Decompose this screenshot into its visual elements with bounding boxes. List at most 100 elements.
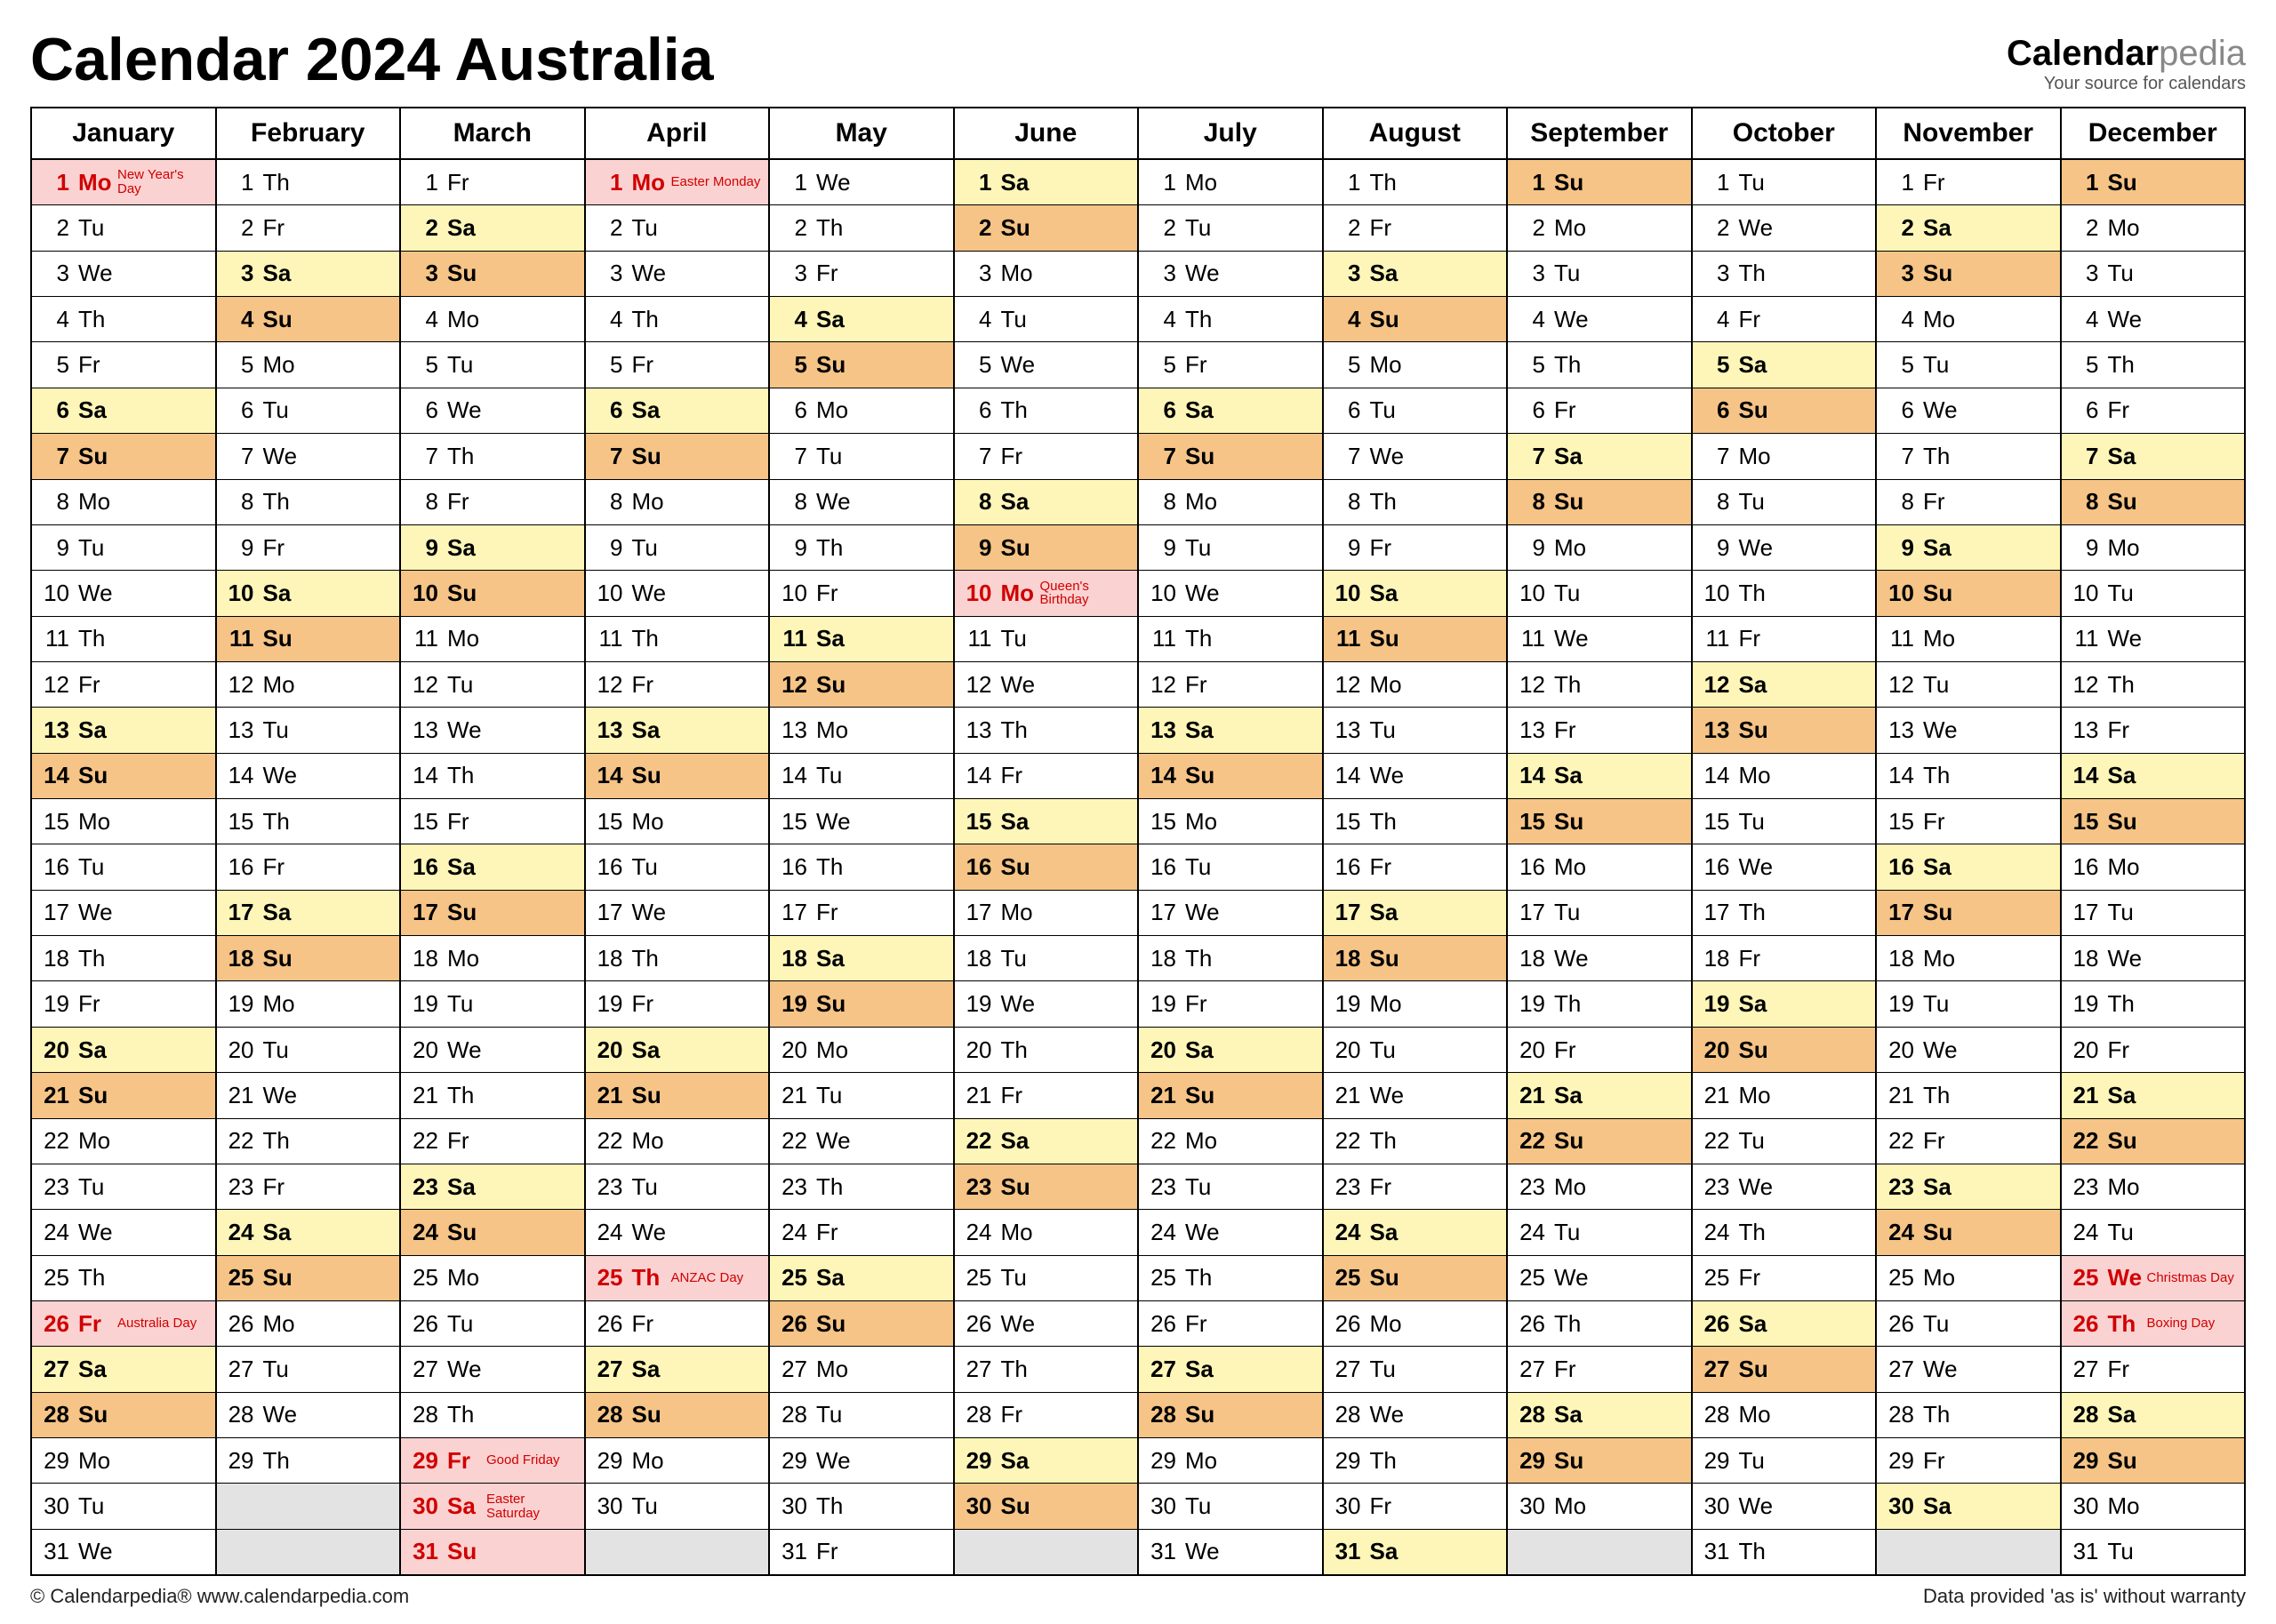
- day-cell: 26ThBoxing Day: [2062, 1301, 2245, 1347]
- day-cell: 29FrGood Friday: [401, 1438, 584, 1484]
- day-cell: 13We: [401, 708, 584, 753]
- day-cell: 19Tu: [1877, 981, 2060, 1027]
- month-col-1: January1MoNew Year's Day2Tu3We4Th5Fr6Sa7…: [32, 108, 215, 1574]
- day-cell: 1MoEaster Monday: [586, 160, 769, 205]
- day-cell: 24Th: [1693, 1210, 1876, 1255]
- day-cell: 12Fr: [1139, 662, 1322, 708]
- day-cell: 7Fr: [955, 434, 1138, 479]
- day-cell: 22Mo: [1139, 1119, 1322, 1164]
- month-header: April: [586, 108, 769, 160]
- day-cell: 28Th: [1877, 1393, 2060, 1438]
- day-cell: 8Mo: [1139, 480, 1322, 525]
- day-cell: [586, 1530, 769, 1574]
- day-cell: 19We: [955, 981, 1138, 1027]
- day-cell: 16Th: [770, 844, 953, 890]
- day-cell: 8Th: [1324, 480, 1507, 525]
- day-cell: 22Th: [217, 1119, 400, 1164]
- day-cell: 24Mo: [955, 1210, 1138, 1255]
- day-cell: 26Sa: [1693, 1301, 1876, 1347]
- day-cell: 25Mo: [1877, 1256, 2060, 1301]
- logo-brand: Calendar: [2007, 34, 2159, 73]
- day-cell: 7Tu: [770, 434, 953, 479]
- day-cell: 18Th: [32, 936, 215, 981]
- day-cell: 15Th: [217, 799, 400, 844]
- day-cell: 25Th: [32, 1256, 215, 1301]
- day-cell: 8Th: [217, 480, 400, 525]
- day-cell: 6Sa: [1139, 388, 1322, 434]
- day-cell: 20We: [1877, 1028, 2060, 1073]
- day-cell: 12We: [955, 662, 1138, 708]
- day-cell: 17Mo: [955, 891, 1138, 936]
- day-cell: 23Mo: [2062, 1164, 2245, 1210]
- day-cell: 5Fr: [1139, 342, 1322, 388]
- day-cell: 27Tu: [217, 1347, 400, 1392]
- day-cell: 9Mo: [1508, 525, 1691, 571]
- day-cell: 29Mo: [586, 1438, 769, 1484]
- day-cell: 20Sa: [1139, 1028, 1322, 1073]
- day-cell: 1Fr: [1877, 160, 2060, 205]
- day-cell: 12Th: [1508, 662, 1691, 708]
- day-cell: [955, 1530, 1138, 1574]
- day-cell: 8Su: [1508, 480, 1691, 525]
- day-cell: 18Th: [586, 936, 769, 981]
- day-cell: 5Th: [2062, 342, 2245, 388]
- day-cell: 13We: [1877, 708, 2060, 753]
- day-cell: 24Tu: [2062, 1210, 2245, 1255]
- day-cell: 27Su: [1693, 1347, 1876, 1392]
- holiday-label: New Year's Day: [117, 168, 210, 196]
- day-cell: 14Sa: [2062, 754, 2245, 799]
- day-cell: 25WeChristmas Day: [2062, 1256, 2245, 1301]
- day-cell: 26Fr: [1139, 1301, 1322, 1347]
- day-cell: 28Su: [32, 1393, 215, 1438]
- day-cell: 17Fr: [770, 891, 953, 936]
- day-cell: 12Fr: [586, 662, 769, 708]
- day-cell: 11Mo: [1877, 617, 2060, 662]
- day-cell: 19Fr: [586, 981, 769, 1027]
- day-cell: 15We: [770, 799, 953, 844]
- calendar-grid: January1MoNew Year's Day2Tu3We4Th5Fr6Sa7…: [30, 107, 2246, 1576]
- day-cell: 13Sa: [586, 708, 769, 753]
- day-cell: 5Fr: [586, 342, 769, 388]
- logo-tagline: Your source for calendars: [2007, 74, 2246, 94]
- day-cell: 19Fr: [32, 981, 215, 1027]
- day-cell: 28We: [1324, 1393, 1507, 1438]
- day-cell: 18We: [2062, 936, 2245, 981]
- day-cell: 6Fr: [2062, 388, 2245, 434]
- day-cell: 13Su: [1693, 708, 1876, 753]
- day-cell: 28We: [217, 1393, 400, 1438]
- day-cell: 5Th: [1508, 342, 1691, 388]
- day-cell: 18We: [1508, 936, 1691, 981]
- day-cell: 23Sa: [401, 1164, 584, 1210]
- day-cell: 23We: [1693, 1164, 1876, 1210]
- month-header: December: [2062, 108, 2245, 160]
- day-cell: 6Fr: [1508, 388, 1691, 434]
- day-cell: 2Th: [770, 205, 953, 251]
- day-cell: 19Sa: [1693, 981, 1876, 1027]
- day-cell: 1Su: [2062, 160, 2245, 205]
- day-cell: 12Sa: [1693, 662, 1876, 708]
- day-cell: 14We: [217, 754, 400, 799]
- day-cell: 5We: [955, 342, 1138, 388]
- day-cell: [1508, 1530, 1691, 1574]
- day-cell: 18Su: [1324, 936, 1507, 981]
- day-cell: 23Fr: [217, 1164, 400, 1210]
- day-cell: 30Tu: [586, 1484, 769, 1529]
- holiday-label: Australia Day: [117, 1316, 210, 1331]
- day-cell: 3We: [32, 252, 215, 297]
- day-cell: 23Su: [955, 1164, 1138, 1210]
- day-cell: 4Su: [1324, 297, 1507, 342]
- day-cell: 13Fr: [1508, 708, 1691, 753]
- day-cell: 16Tu: [586, 844, 769, 890]
- day-cell: 10Fr: [770, 571, 953, 616]
- day-cell: 3Th: [1693, 252, 1876, 297]
- day-cell: 21Th: [401, 1073, 584, 1118]
- day-cell: 22Fr: [1877, 1119, 2060, 1164]
- day-cell: 20Fr: [1508, 1028, 1691, 1073]
- day-cell: 1Sa: [955, 160, 1138, 205]
- day-cell: 4We: [1508, 297, 1691, 342]
- day-cell: 26Mo: [217, 1301, 400, 1347]
- day-cell: 7Th: [1877, 434, 2060, 479]
- day-cell: 31We: [32, 1530, 215, 1574]
- day-cell: 27We: [401, 1347, 584, 1392]
- day-cell: 9Sa: [401, 525, 584, 571]
